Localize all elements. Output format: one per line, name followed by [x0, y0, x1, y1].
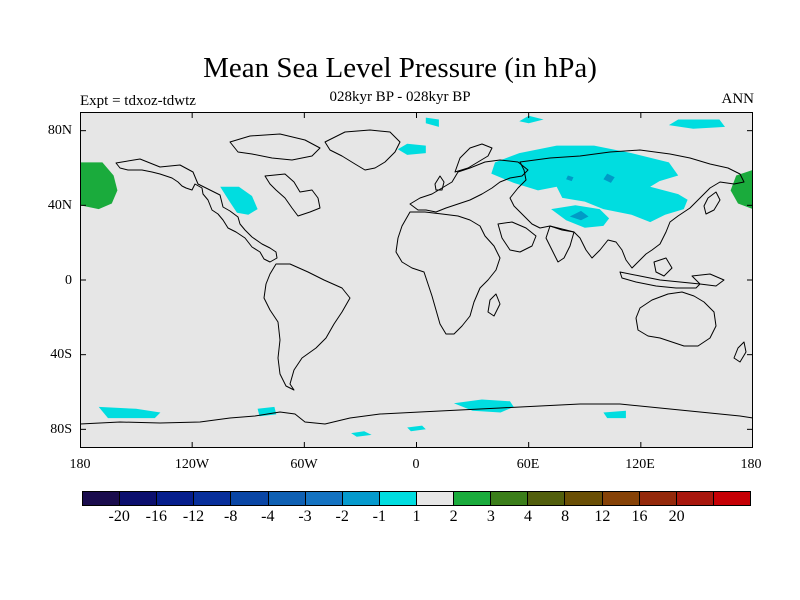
colorbar-label: 20: [668, 508, 685, 525]
plot-subtitle: 028kyr BP - 028kyr BP: [329, 89, 471, 105]
x-tick-label-60w: 60W: [290, 457, 318, 472]
coastline-africa: [395, 211, 501, 335]
coastline-britain: [434, 175, 445, 191]
colorbar-label: -8: [223, 508, 238, 525]
axis-ticks: [80, 112, 753, 448]
colorbar-cell: [231, 492, 269, 505]
y-tick-label-40s: 40S: [50, 347, 72, 362]
coastline-north-america: [115, 158, 278, 263]
coastline-madagascar: [487, 293, 501, 317]
colorbar-cell: [194, 492, 232, 505]
x-tick-label-180e: 180: [740, 457, 762, 472]
anomaly-region-eurasia-negative: [491, 145, 688, 223]
colorbar-label: -12: [182, 508, 205, 525]
y-tick-label-80n: 80N: [47, 123, 72, 138]
colorbar-label: -16: [145, 508, 167, 525]
colorbar-cell: [454, 492, 492, 505]
coastline-japan: [703, 191, 721, 215]
anomaly-region-southern-ocean-negative-6: [407, 425, 426, 432]
anomaly-region-tibet-strong-negative: [569, 210, 589, 221]
x-tick-label-120e: 120E: [625, 457, 655, 472]
map-panel[interactable]: [80, 112, 753, 448]
colorbar-cell: [342, 492, 380, 505]
colorbar-cell: [676, 492, 714, 505]
coastline-canadian-arctic: [229, 133, 321, 161]
colorbar-cell: [305, 492, 343, 505]
anomaly-region-north-pacific-east-positive: [730, 169, 753, 210]
colorbar-cell: [120, 492, 158, 505]
colorbar: [82, 491, 751, 506]
colorbar-label: -20: [108, 508, 130, 525]
x-tick-label-60e: 60E: [516, 457, 540, 472]
coastline-borneo: [653, 257, 673, 277]
colorbar-label: 2: [449, 508, 458, 525]
colorbar-label: 8: [561, 508, 570, 525]
coastline-arabia: [497, 221, 537, 253]
anomaly-region-southern-ocean-negative-1: [98, 406, 161, 419]
anomaly-region-arctic-small-negative-2: [519, 115, 544, 124]
anomaly-region-siberia-strong-negative-2: [566, 175, 574, 182]
anomaly-region-east-siberia-arctic-negative: [668, 119, 725, 129]
y-tick-label-80s: 80S: [50, 422, 72, 437]
coastline-new-zealand: [733, 341, 747, 363]
coastline-india: [545, 225, 575, 263]
anomaly-region-north-atlantic-negative: [220, 186, 258, 215]
anomaly-region-southern-ocean-negative-4: [453, 399, 514, 413]
colorbar-cell: [602, 492, 640, 505]
colorbar-label: 12: [594, 508, 611, 525]
anomaly-region-southern-ocean-negative-5: [603, 410, 626, 419]
coastline-new-guinea: [691, 273, 725, 287]
coastline-greenland: [324, 129, 401, 171]
season-label: ANN: [721, 91, 755, 107]
anomaly-region-siberia-strong-negative: [603, 173, 615, 183]
colorbar-cell: [491, 492, 529, 505]
anomaly-region-north-pacific-west-positive: [80, 162, 118, 210]
anomaly-region-arctic-small-negative: [425, 117, 439, 127]
experiment-label: Expt = tdxoz-tdwtz: [80, 93, 196, 109]
colorbar-cell: [528, 492, 566, 505]
coastline-australia: [635, 291, 717, 347]
pressure-anomaly-fills: [80, 115, 753, 437]
colorbar-label: -1: [372, 508, 386, 525]
colorbar-label: -4: [261, 508, 275, 525]
map-svg[interactable]: [80, 112, 753, 448]
plot-title: Mean Sea Level Pressure (in hPa): [203, 52, 597, 84]
anomaly-region-greenland-negative: [397, 143, 426, 155]
anomaly-region-southern-ocean-negative-2: [257, 406, 277, 417]
colorbar-label: 1: [412, 508, 421, 525]
coastline-scandinavia: [454, 143, 493, 173]
x-tick-label-0: 0: [412, 457, 420, 472]
coastline-asia: [509, 149, 745, 269]
colorbar-label: 4: [524, 508, 532, 525]
x-tick-label-180w: 180: [69, 457, 91, 472]
colorbar-cell: [379, 492, 417, 505]
coastline-europe: [409, 159, 529, 213]
colorbar-label: -3: [298, 508, 312, 525]
colorbar-cell: [639, 492, 677, 505]
coastlines: [80, 129, 753, 425]
colorbar-cell: [268, 492, 306, 505]
colorbar-label: 3: [486, 508, 495, 525]
colorbar-cell: [83, 492, 121, 505]
coastline-south-america: [263, 263, 351, 391]
coastline-indonesia: [619, 271, 701, 289]
colorbar-cell: [416, 492, 455, 505]
colorbar-cell: [157, 492, 195, 505]
y-tick-label-0: 0: [65, 273, 72, 288]
coastline-antarctica: [80, 403, 753, 425]
x-tick-label-120w: 120W: [174, 457, 210, 472]
y-tick-label-40n: 40N: [47, 198, 72, 213]
coastline-hudson-bay: [264, 173, 321, 217]
anomaly-region-southern-ocean-negative-3: [351, 431, 372, 437]
colorbar-label: 16: [631, 508, 648, 525]
colorbar-label: -2: [335, 508, 349, 525]
colorbar-cell: [565, 492, 603, 505]
colorbar-cell: [713, 492, 750, 505]
